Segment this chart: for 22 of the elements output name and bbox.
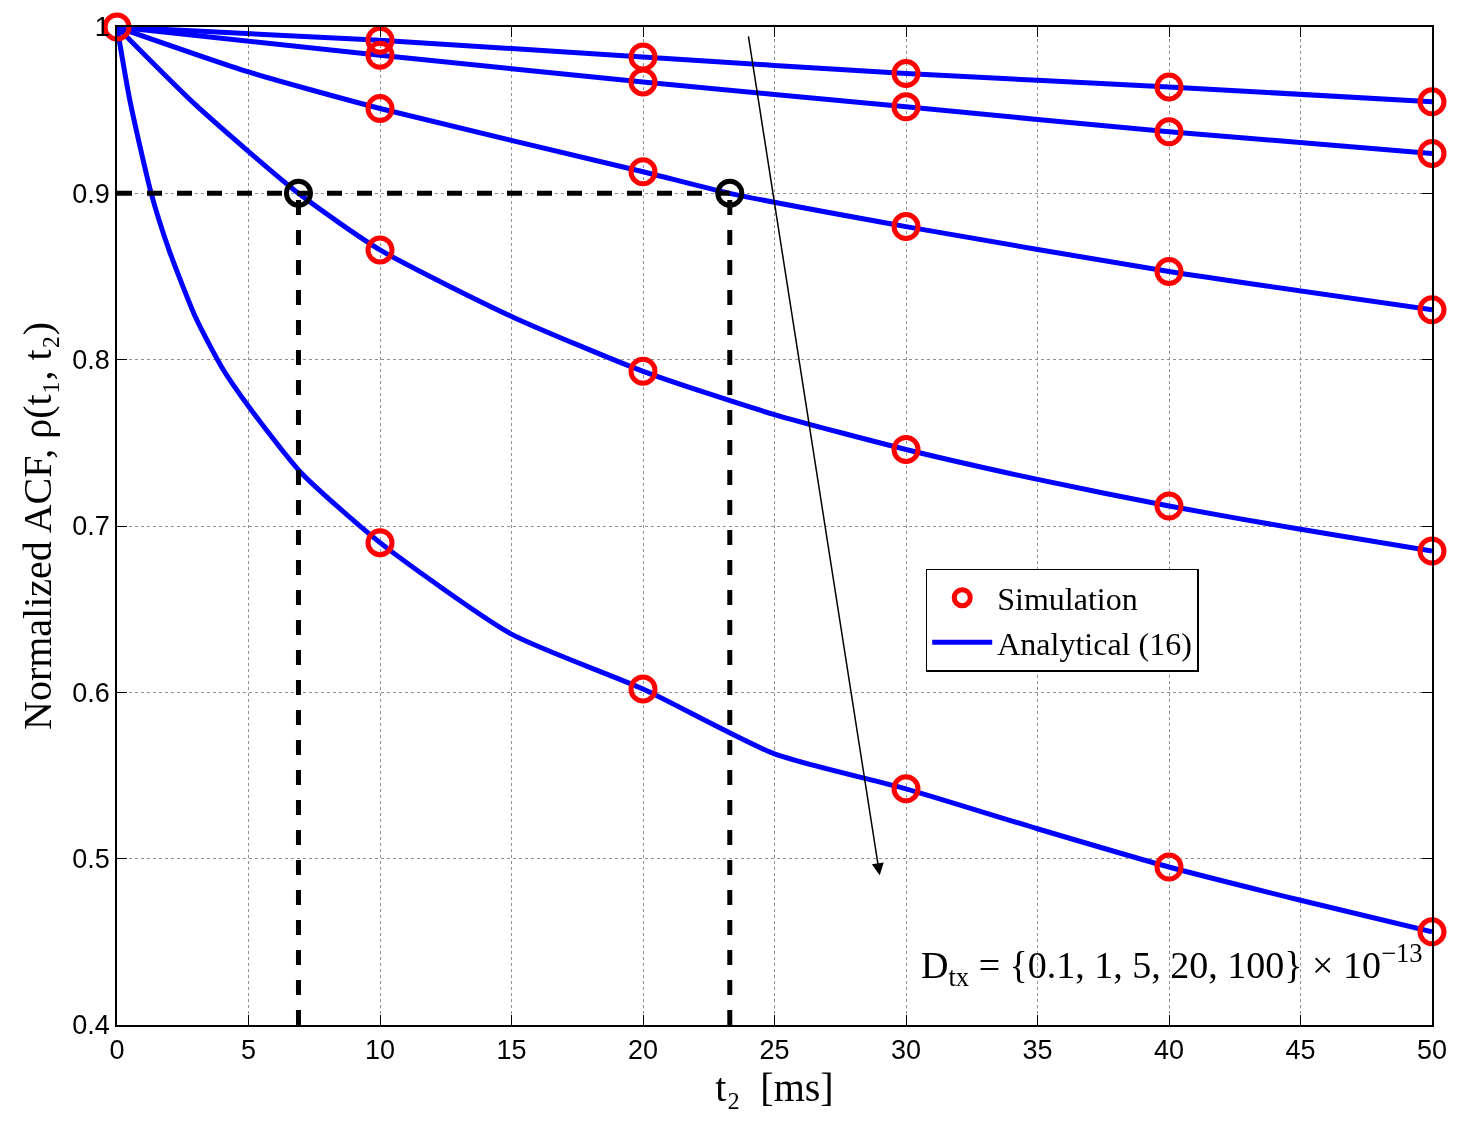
x-tick-label: 5 xyxy=(240,1035,257,1066)
legend-label: Simulation xyxy=(997,581,1138,618)
x-tick-label: 45 xyxy=(1285,1035,1316,1066)
x-tick-label: 15 xyxy=(496,1035,527,1066)
y-axis-title: Normalized ACF, ρ(t₁, t₂) xyxy=(15,322,61,730)
x-tick-label: 20 xyxy=(627,1035,659,1066)
x-tick-label: 50 xyxy=(1416,1035,1448,1066)
y-tick-label: 0.8 xyxy=(72,345,110,376)
y-tick-label: 0.4 xyxy=(72,1010,110,1041)
x-tick-label: 25 xyxy=(759,1035,790,1066)
x-tick-label: 40 xyxy=(1153,1035,1185,1066)
x-tick-label: 0 xyxy=(109,1035,125,1066)
y-tick-label: 0.6 xyxy=(72,677,110,708)
x-tick-label: 35 xyxy=(1022,1035,1053,1066)
legend-label: Analytical (16) xyxy=(997,625,1192,662)
y-tick-label: 0.9 xyxy=(72,178,110,209)
y-tick-label: 0.5 xyxy=(72,844,110,875)
x-axis-title: t₂ [ms] xyxy=(715,1065,834,1111)
x-tick-label: 30 xyxy=(890,1035,922,1066)
y-tick-label: 0.7 xyxy=(72,511,110,542)
x-tick-label: 10 xyxy=(364,1035,396,1066)
annotation: D$_{tx}$ = {0.1, 1, 5, 20, 100} × 10$^{−13}$ xyxy=(921,938,1423,992)
